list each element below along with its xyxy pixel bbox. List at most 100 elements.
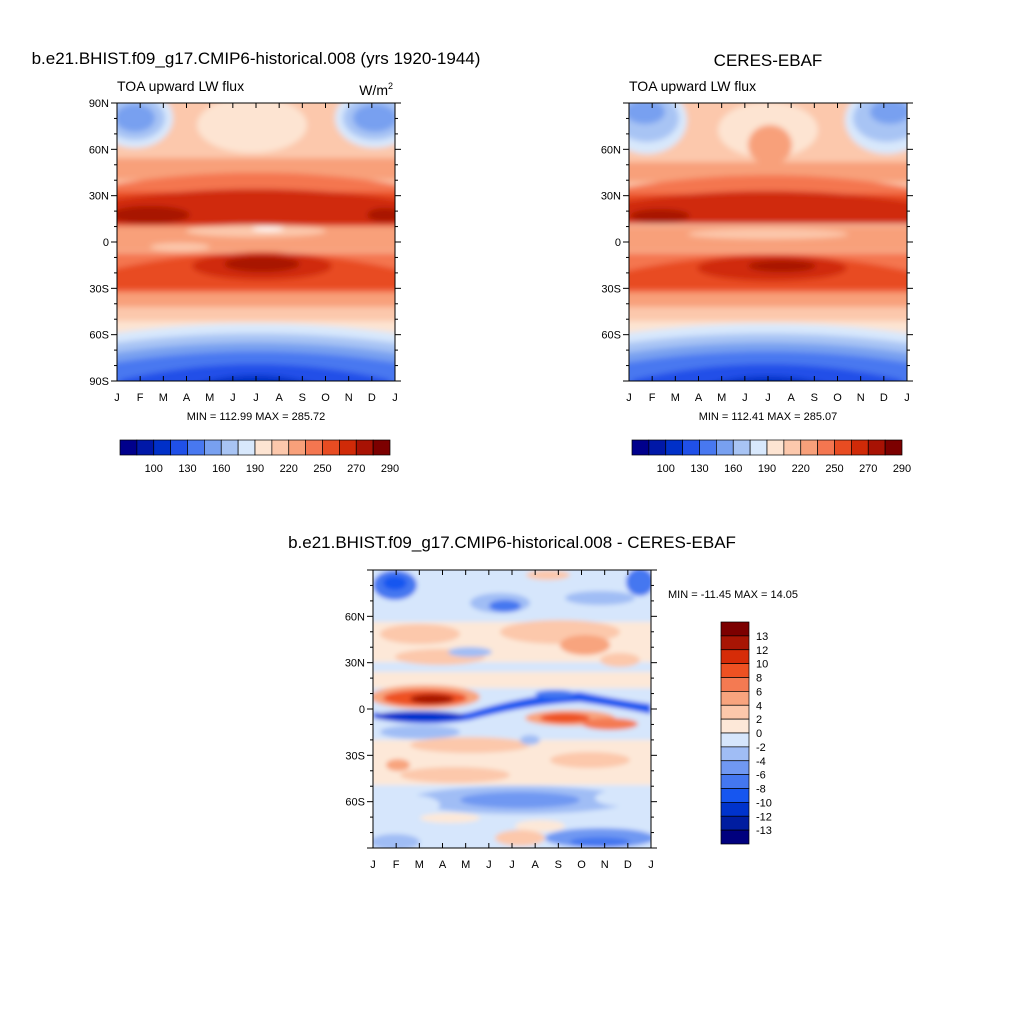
colorbar-label: 270 (347, 463, 365, 475)
colorbar-swatch (220, 439, 239, 456)
colorbar-swatch (720, 691, 750, 706)
panel-model-variable-label: TOA upward LW flux (117, 78, 244, 94)
colorbar-swatch (720, 704, 750, 720)
x-tick-label: D (880, 392, 888, 404)
colorbar-swatch (720, 635, 750, 651)
x-tick-label: O (577, 859, 586, 871)
colorbar-swatch (716, 439, 734, 456)
heatmap-model (117, 103, 395, 381)
colorbar-swatch (783, 439, 802, 456)
panel-obs-variable-label: TOA upward LW flux (629, 78, 756, 94)
colorbar-swatch (372, 439, 391, 456)
y-tick-label: 30S (89, 283, 109, 295)
panel-model-minmax: MIN = 112.99 MAX = 285.72 (187, 411, 326, 423)
colorbar-label: 190 (758, 463, 776, 475)
colorbar-swatch (749, 439, 768, 456)
x-tick-label: J (648, 859, 654, 871)
x-tick-label: F (137, 392, 144, 404)
x-tick-label: A (531, 859, 539, 871)
y-tick-label: 0 (615, 237, 621, 249)
colorbar-label: 130 (178, 463, 196, 475)
x-tick-label: D (368, 392, 376, 404)
x-tick-label: M (671, 392, 680, 404)
colorbar-label: 190 (246, 463, 264, 475)
x-tick-label: J (626, 392, 632, 404)
x-tick-label: O (321, 392, 330, 404)
x-tick-label: J (114, 392, 120, 404)
panel-model-title: b.e21.BHIST.f09_g17.CMIP6-historical.008… (32, 49, 481, 68)
colorbar-label: 270 (859, 463, 877, 475)
colorbar-label: -8 (756, 784, 766, 796)
y-tick-label: 90S (89, 376, 109, 388)
y-tick-label: 30S (601, 283, 621, 295)
y-tick-label: 60S (345, 797, 365, 809)
colorbar-label: 290 (893, 463, 911, 475)
colorbar-swatch (720, 774, 750, 789)
colorbar-swatch (254, 439, 273, 456)
x-tick-label: S (555, 859, 562, 871)
colorbar-swatch (699, 439, 717, 456)
colorbar-label: 100 (657, 463, 675, 475)
colorbar-swatch (631, 439, 650, 456)
colorbar-swatch (720, 621, 750, 637)
x-tick-label: M (159, 392, 168, 404)
colorbar-label: 250 (313, 463, 331, 475)
panel-obs-title: CERES-EBAF (714, 51, 823, 70)
colorbar-swatch (834, 439, 852, 456)
panel-obs-axes: J F M A M J J A S O N D J 60N 30N 0 30S 60S (601, 102, 913, 404)
colorbar-label: -6 (756, 770, 766, 782)
y-tick-label: 30N (89, 191, 109, 203)
colorbar-swatch (271, 439, 290, 456)
colorbar-swatch (720, 829, 750, 845)
colorbar-swatch (720, 760, 750, 775)
x-tick-label: M (205, 392, 214, 404)
colorbar-label: 0 (756, 728, 762, 740)
colorbar-swatch (119, 439, 138, 456)
colorbar-label: -13 (756, 825, 772, 837)
x-tick-label: O (833, 392, 842, 404)
x-tick-label: A (439, 859, 447, 871)
panel-diff-title: b.e21.BHIST.f09_g17.CMIP6-historical.008… (288, 533, 736, 552)
x-tick-label: S (299, 392, 306, 404)
heatmap-diff (373, 570, 651, 848)
x-tick-label: N (345, 392, 353, 404)
colorbar-swatch (720, 746, 750, 762)
colorbar-swatch (136, 439, 155, 456)
colorbar-swatch (766, 439, 785, 456)
colorbar-label: -2 (756, 742, 766, 754)
y-tick-label: 60N (601, 144, 621, 156)
x-tick-label: N (601, 859, 609, 871)
colorbar-swatch (720, 788, 750, 803)
x-tick-label: S (811, 392, 818, 404)
x-tick-label: J (509, 859, 515, 871)
colorbar-swatch (720, 677, 750, 692)
colorbar-swatch (884, 439, 903, 456)
x-tick-label: M (415, 859, 424, 871)
colorbar-swatch (339, 439, 357, 456)
colorbar-swatch (153, 439, 171, 456)
colorbar-label: -4 (756, 756, 766, 768)
colorbar-swatch (237, 439, 256, 456)
colorbar-label: 220 (280, 463, 298, 475)
y-tick-label: 60N (89, 144, 109, 156)
x-tick-label: J (904, 392, 910, 404)
y-tick-label: 30S (345, 750, 365, 762)
colorbar-swatch (322, 439, 340, 456)
x-tick-label: J (486, 859, 492, 871)
x-tick-label: F (393, 859, 400, 871)
panel-model: b.e21.BHIST.f09_g17.CMIP6-historical.008… (32, 49, 481, 475)
x-tick-label: J (392, 392, 398, 404)
x-tick-label: A (275, 392, 283, 404)
colorbar-label: 160 (724, 463, 742, 475)
colorbar-swatch (288, 439, 306, 456)
panel-diff-minmax: MIN = -11.45 MAX = 14.05 (668, 589, 798, 601)
colorbar-swatch (817, 439, 835, 456)
y-tick-label: 0 (103, 237, 109, 249)
panel-model-units: W/m2 (359, 81, 393, 98)
y-tick-label: 30N (345, 658, 365, 670)
colorbar-label: 8 (756, 673, 762, 685)
colorbar-swatch (355, 439, 374, 456)
colorbar-swatch (720, 663, 750, 678)
colorbar-model: 100 130 160 190 220 250 270 290 (119, 439, 399, 475)
